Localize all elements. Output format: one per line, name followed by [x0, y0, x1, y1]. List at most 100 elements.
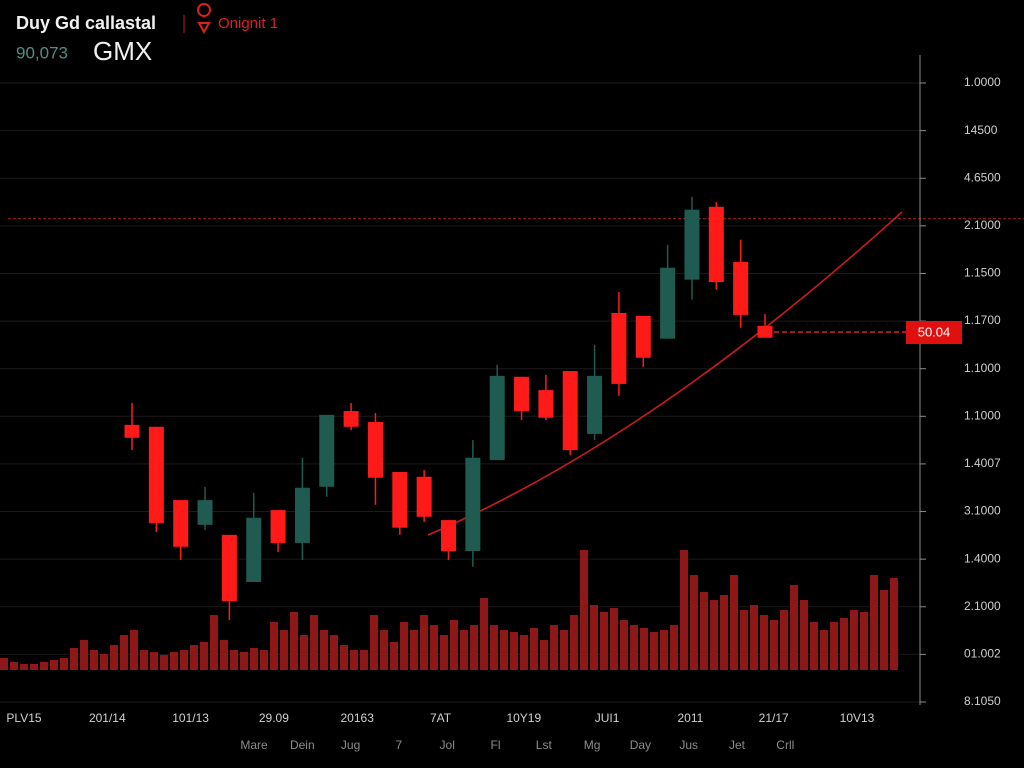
volume-bar	[560, 630, 568, 670]
y-tick-label: 2.1000	[964, 599, 1001, 613]
volume-bar	[380, 630, 388, 670]
x-tick-label: 10V13	[840, 711, 875, 725]
volume-bar	[680, 550, 688, 670]
volume-bar	[820, 630, 828, 670]
volume-bar	[60, 658, 68, 670]
volume-bar	[260, 650, 268, 670]
volume-bar	[210, 615, 218, 670]
volume-bar	[240, 652, 248, 670]
volume-bar	[480, 598, 488, 670]
trend-curve	[427, 211, 903, 536]
x-tick-label: 29.09	[259, 711, 289, 725]
volume-bar	[880, 590, 888, 670]
volume-bar	[710, 600, 718, 670]
volume-bar	[220, 640, 228, 670]
volume-bar	[310, 615, 318, 670]
volume-bar	[160, 655, 168, 670]
volume-bar	[510, 632, 518, 670]
candle-body	[221, 534, 237, 602]
volume-bar	[410, 630, 418, 670]
candle-body	[757, 325, 773, 338]
x-tick-label-secondary: Jus	[679, 738, 698, 752]
volume-bar	[730, 575, 738, 670]
x-tick-label: 7AT	[430, 711, 452, 725]
candle-body	[562, 371, 578, 451]
x-tick-label: 2011	[677, 711, 703, 725]
volume-bar	[340, 645, 348, 670]
volume-bar	[660, 630, 668, 670]
candle-body	[538, 390, 554, 418]
candle-body	[587, 375, 603, 434]
volume-bar	[290, 612, 298, 670]
volume-bar	[610, 608, 618, 670]
x-tick-label: 21/17	[759, 711, 789, 725]
volume-bar	[860, 612, 868, 670]
volume-bar	[740, 610, 748, 670]
symbol: GMX	[93, 36, 152, 66]
chart-title: Duy Gd callastal	[16, 13, 156, 33]
volume-bar	[780, 610, 788, 670]
price-tag-box	[906, 321, 962, 344]
volume-bar	[470, 625, 478, 670]
volume-bar	[400, 622, 408, 670]
y-tick-label: 4.6500	[964, 170, 1001, 184]
candle-body	[270, 510, 286, 543]
x-tick-label: PLV15	[6, 711, 41, 725]
candle-body	[489, 375, 505, 461]
y-tick-label: 1.0000	[964, 75, 1001, 89]
volume-bar	[620, 620, 628, 670]
candle-body	[367, 422, 383, 478]
x-tick-label: 10Y19	[506, 711, 541, 725]
volume-bar	[140, 650, 148, 670]
y-tick-label: 1.4000	[964, 551, 1001, 565]
pin-icon	[197, 3, 211, 35]
volume-layer	[0, 550, 898, 670]
candle-body	[514, 376, 530, 412]
volume-bar	[450, 620, 458, 670]
volume-bar	[770, 620, 778, 670]
volume-bar	[720, 595, 728, 670]
volume-bar	[540, 640, 548, 670]
volume-bar	[230, 650, 238, 670]
x-tick-label: 101/13	[172, 711, 209, 725]
volume-bar	[890, 578, 898, 670]
volume-bar	[430, 625, 438, 670]
x-tick-label: 201/14	[89, 711, 126, 725]
volume-bar	[0, 658, 8, 670]
volume-bar	[590, 605, 598, 670]
volume-bar	[30, 664, 38, 670]
candle-body	[708, 206, 724, 283]
volume-bar	[90, 650, 98, 670]
y-tick-label: 1.4007	[964, 456, 1001, 470]
volume-bar	[390, 642, 398, 670]
candle-body	[148, 426, 164, 523]
volume-bar	[760, 615, 768, 670]
volume-bar	[190, 645, 198, 670]
x-tick-label-secondary: Crll	[776, 738, 794, 752]
volume-bar	[530, 628, 538, 670]
volume-bar	[810, 622, 818, 670]
x-tick-label-secondary: 7	[396, 738, 403, 752]
volume-bar	[700, 592, 708, 670]
x-tick-label-secondary: Day	[630, 738, 651, 752]
x-tick-label-secondary: Mare	[240, 738, 268, 752]
x-tick-label-secondary: Jol	[440, 738, 455, 752]
candle-body	[294, 487, 310, 543]
candle-body	[392, 472, 408, 528]
candle-body	[416, 476, 432, 517]
volume-bar	[580, 550, 588, 670]
candle-body	[441, 520, 456, 552]
candle-body	[124, 424, 140, 438]
x-tick-label-secondary: Dein	[290, 738, 315, 752]
volume-bar	[110, 645, 118, 670]
candle-body	[197, 500, 213, 525]
y-tick-label: 1.1700	[964, 313, 1001, 327]
tick-layer: 8.1050 01.002 2.1000 1.4000 3.1000 1.4007 1.10…	[6, 75, 1001, 752]
candle-body	[465, 457, 481, 552]
volume-bar	[690, 575, 698, 670]
volume-bar	[250, 648, 258, 670]
volume-bar	[320, 630, 328, 670]
volume-bar	[20, 664, 28, 670]
volume-bar	[40, 662, 48, 670]
